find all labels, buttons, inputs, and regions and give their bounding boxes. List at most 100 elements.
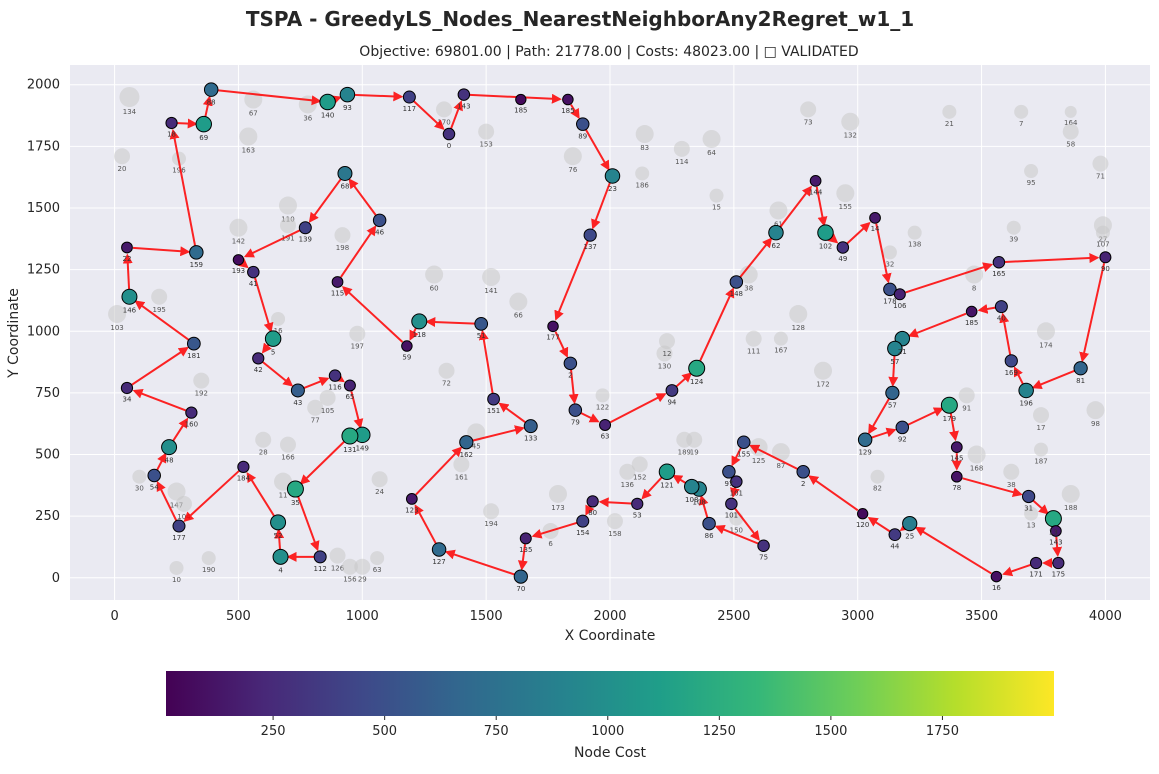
selected-node-label: 18: [167, 131, 176, 139]
unselected-node: [1034, 443, 1048, 457]
selected-node-label: 145: [950, 455, 963, 463]
selected-node: [253, 353, 264, 364]
selected-node: [941, 397, 957, 413]
unselected-node-label: 77: [311, 417, 320, 425]
y-tick-label: 0: [52, 571, 60, 586]
selected-node-label: 92: [898, 436, 907, 444]
unselected-node-label: 32: [885, 260, 894, 268]
unselected-node: [255, 432, 271, 448]
selected-node: [1030, 557, 1041, 568]
selected-node: [903, 516, 917, 530]
selected-node-label: 46: [375, 229, 384, 237]
selected-node: [886, 386, 899, 399]
selected-node: [995, 301, 1007, 313]
selected-node-label: 59: [402, 353, 411, 361]
unselected-node: [883, 245, 897, 259]
selected-node: [1022, 490, 1034, 502]
selected-node-label: 140: [321, 112, 334, 120]
unselected-node-label: 107: [1096, 241, 1109, 249]
unselected-node: [789, 305, 807, 323]
selected-node: [488, 393, 500, 405]
unselected-node-label: 38: [1007, 481, 1016, 489]
unselected-node-label: 138: [908, 241, 921, 249]
unselected-node: [193, 373, 209, 389]
y-tick-label: 500: [35, 448, 60, 463]
selected-node: [402, 341, 413, 352]
unselected-node: [349, 326, 365, 342]
selected-node: [818, 225, 834, 241]
unselected-node: [549, 485, 567, 503]
selected-node-label: 101: [730, 489, 743, 497]
selected-node: [600, 419, 611, 430]
selected-node: [432, 543, 446, 557]
chart-title: TSPA - GreedyLS_Nodes_NearestNeighborAny…: [246, 7, 914, 31]
unselected-node-label: 142: [232, 238, 245, 246]
selected-node: [1005, 355, 1017, 367]
unselected-node: [908, 226, 922, 240]
selected-node-label: 81: [1076, 377, 1085, 385]
selected-node-label: 54: [150, 484, 159, 492]
x-tick-label: 4000: [1089, 609, 1122, 624]
unselected-node-label: 188: [1064, 504, 1077, 512]
selected-node: [569, 404, 582, 417]
selected-node: [122, 242, 133, 253]
selected-node-label: 44: [890, 543, 899, 551]
unselected-node: [1063, 124, 1079, 140]
selected-node-label: 177: [546, 334, 559, 342]
selected-node-label: 181: [187, 352, 200, 360]
selected-node-label: 117: [403, 105, 416, 113]
selected-node-label: 112: [313, 565, 326, 573]
selected-node: [703, 517, 716, 530]
unselected-node-label: 76: [568, 166, 577, 174]
unselected-node-label: 28: [259, 449, 268, 457]
selected-node: [329, 370, 341, 382]
selected-node: [1100, 252, 1111, 263]
unselected-node: [478, 124, 494, 140]
selected-node-label: 78: [952, 484, 961, 492]
y-tick-label: 250: [35, 509, 60, 524]
unselected-node-label: 63: [373, 566, 382, 574]
unselected-node-label: 73: [804, 118, 813, 126]
selected-node-label: 90: [1101, 265, 1110, 273]
colorbar-tick-label: 1500: [814, 724, 847, 739]
unselected-node-label: 11: [279, 492, 288, 500]
unselected-node-label: 36: [303, 114, 312, 122]
selected-node-label: 129: [858, 448, 871, 456]
x-tick-label: 2500: [717, 609, 750, 624]
selected-node: [563, 94, 574, 105]
unselected-node: [151, 289, 167, 305]
unselected-node: [1024, 164, 1038, 178]
selected-node: [951, 471, 962, 482]
colorbar: [166, 671, 1054, 716]
unselected-node-label: 158: [608, 530, 621, 538]
colorbar-tick-label: 1250: [703, 724, 736, 739]
unselected-node: [330, 548, 346, 564]
unselected-node-label: 111: [747, 348, 760, 356]
colorbar-tick-label: 1750: [926, 724, 959, 739]
unselected-node-label: 83: [640, 144, 649, 152]
unselected-node-label: 39: [1009, 236, 1018, 244]
unselected-node-label: 30: [135, 485, 144, 493]
selected-node-label: 88: [207, 98, 216, 106]
selected-node-label: 196: [1019, 400, 1033, 408]
unselected-node-label: 66: [514, 312, 523, 320]
selected-node-label: 51: [477, 332, 486, 340]
selected-node-label: 21: [898, 348, 907, 356]
unselected-node-label: 187: [1034, 458, 1047, 466]
unselected-node: [769, 201, 787, 219]
selected-node-label: 102: [819, 242, 832, 250]
unselected-node-label: 156: [343, 576, 357, 584]
unselected-node-label: 190: [202, 566, 215, 574]
selected-node: [991, 571, 1002, 582]
x-tick-label: 0: [110, 609, 118, 624]
x-tick-label: 1000: [346, 609, 379, 624]
unselected-node: [636, 125, 654, 143]
selected-node-label: 123: [405, 506, 418, 514]
selected-node-label: 22: [123, 255, 132, 263]
selected-node-label: 69: [199, 134, 208, 142]
selected-node-label: 48: [165, 457, 174, 465]
selected-node: [265, 331, 281, 347]
selected-node-label: 121: [660, 482, 673, 490]
colorbar-tick-label: 500: [372, 724, 397, 739]
selected-node: [858, 433, 872, 447]
